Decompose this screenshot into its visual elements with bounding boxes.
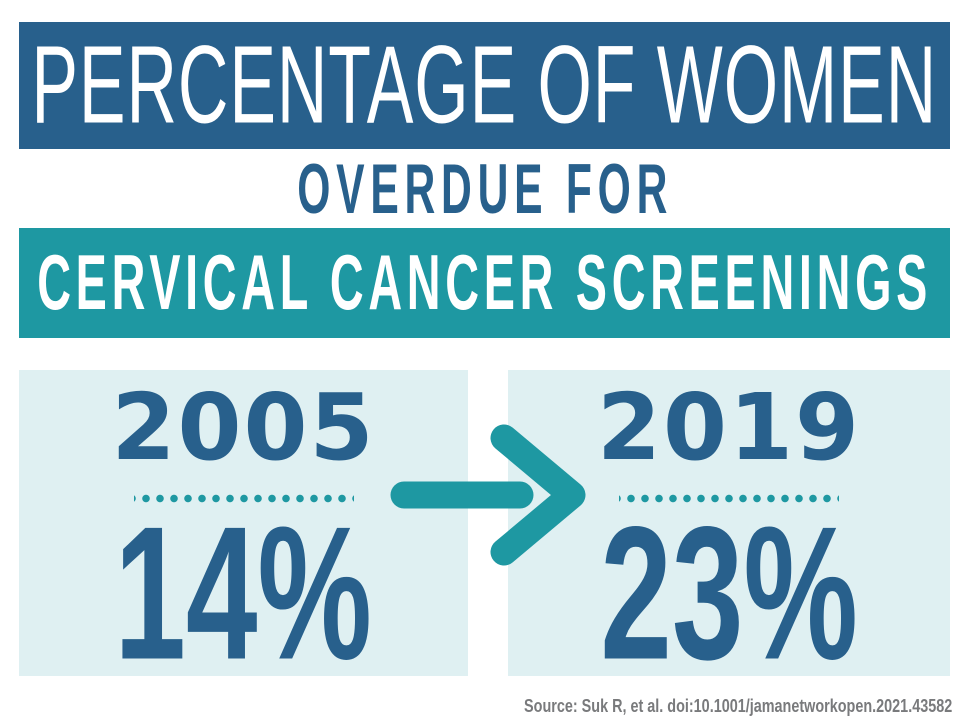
page-title: PERCENTAGE OF WOMEN xyxy=(31,23,938,147)
percentage-value: 23% xyxy=(600,487,858,699)
dotted-divider xyxy=(133,494,354,503)
category-banner: CERVICAL CANCER SCREENINGS xyxy=(19,228,950,338)
subtitle-row: OVERDUE FOR xyxy=(0,152,970,228)
year-label: 2019 xyxy=(596,374,862,481)
title-banner: PERCENTAGE OF WOMEN xyxy=(19,22,950,149)
percentage-value: 14% xyxy=(114,487,373,699)
year-label: 2005 xyxy=(111,374,376,481)
source-attribution: Source: Suk R, et al. doi:10.1001/jamane… xyxy=(523,696,952,716)
dotted-divider xyxy=(619,494,839,503)
category-title: CERVICAL CANCER SCREENINGS xyxy=(37,238,932,326)
stat-card-2005: 2005 14% xyxy=(19,370,468,688)
arrow-right-icon xyxy=(390,424,586,566)
stat-card-2019: 2019 23% xyxy=(508,370,950,688)
subtitle-text: OVERDUE FOR xyxy=(297,150,673,230)
